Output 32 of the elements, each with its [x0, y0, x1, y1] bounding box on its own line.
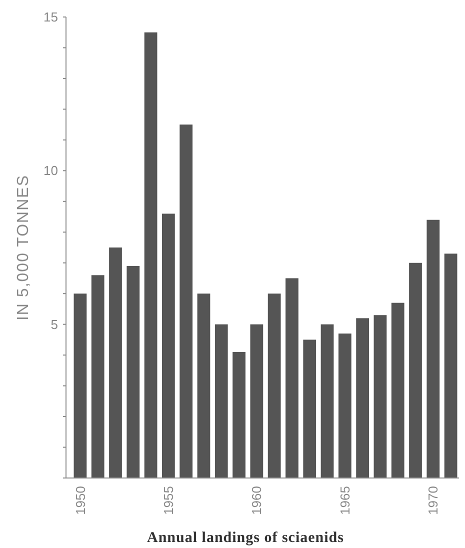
bar: [232, 352, 246, 478]
bar: [74, 294, 87, 478]
bar: [286, 278, 298, 478]
x-tick-label: 1965: [337, 486, 352, 515]
bar: [126, 266, 140, 478]
y-tick-label: 10: [44, 163, 58, 178]
x-tick-label: 1970: [426, 486, 441, 515]
bar: [268, 294, 281, 478]
text: Annual landings of sciaenids: [147, 530, 344, 546]
x-tick-label: 1950: [72, 486, 88, 515]
bar: [356, 318, 369, 478]
x-tick-label: 1955: [160, 486, 176, 515]
x-tick-label: 1960: [249, 486, 264, 515]
bar: [374, 315, 387, 478]
bar: [338, 334, 352, 478]
bar: [214, 324, 228, 478]
bar: [162, 214, 175, 478]
bar: [91, 275, 104, 478]
y-tick-label: 5: [50, 316, 58, 332]
bar: [426, 220, 440, 478]
bar: [303, 340, 316, 478]
bar: [144, 32, 158, 478]
bar: [197, 294, 210, 478]
y-tick-label: 15: [44, 10, 58, 25]
bar: [180, 124, 193, 478]
y-axis-title: IN 5,000 TONNES: [15, 174, 32, 321]
bar: [320, 324, 334, 478]
bar: [444, 254, 458, 478]
bar: [391, 302, 404, 478]
bar: [109, 248, 122, 478]
bar: [250, 324, 264, 478]
bar: [409, 262, 422, 478]
